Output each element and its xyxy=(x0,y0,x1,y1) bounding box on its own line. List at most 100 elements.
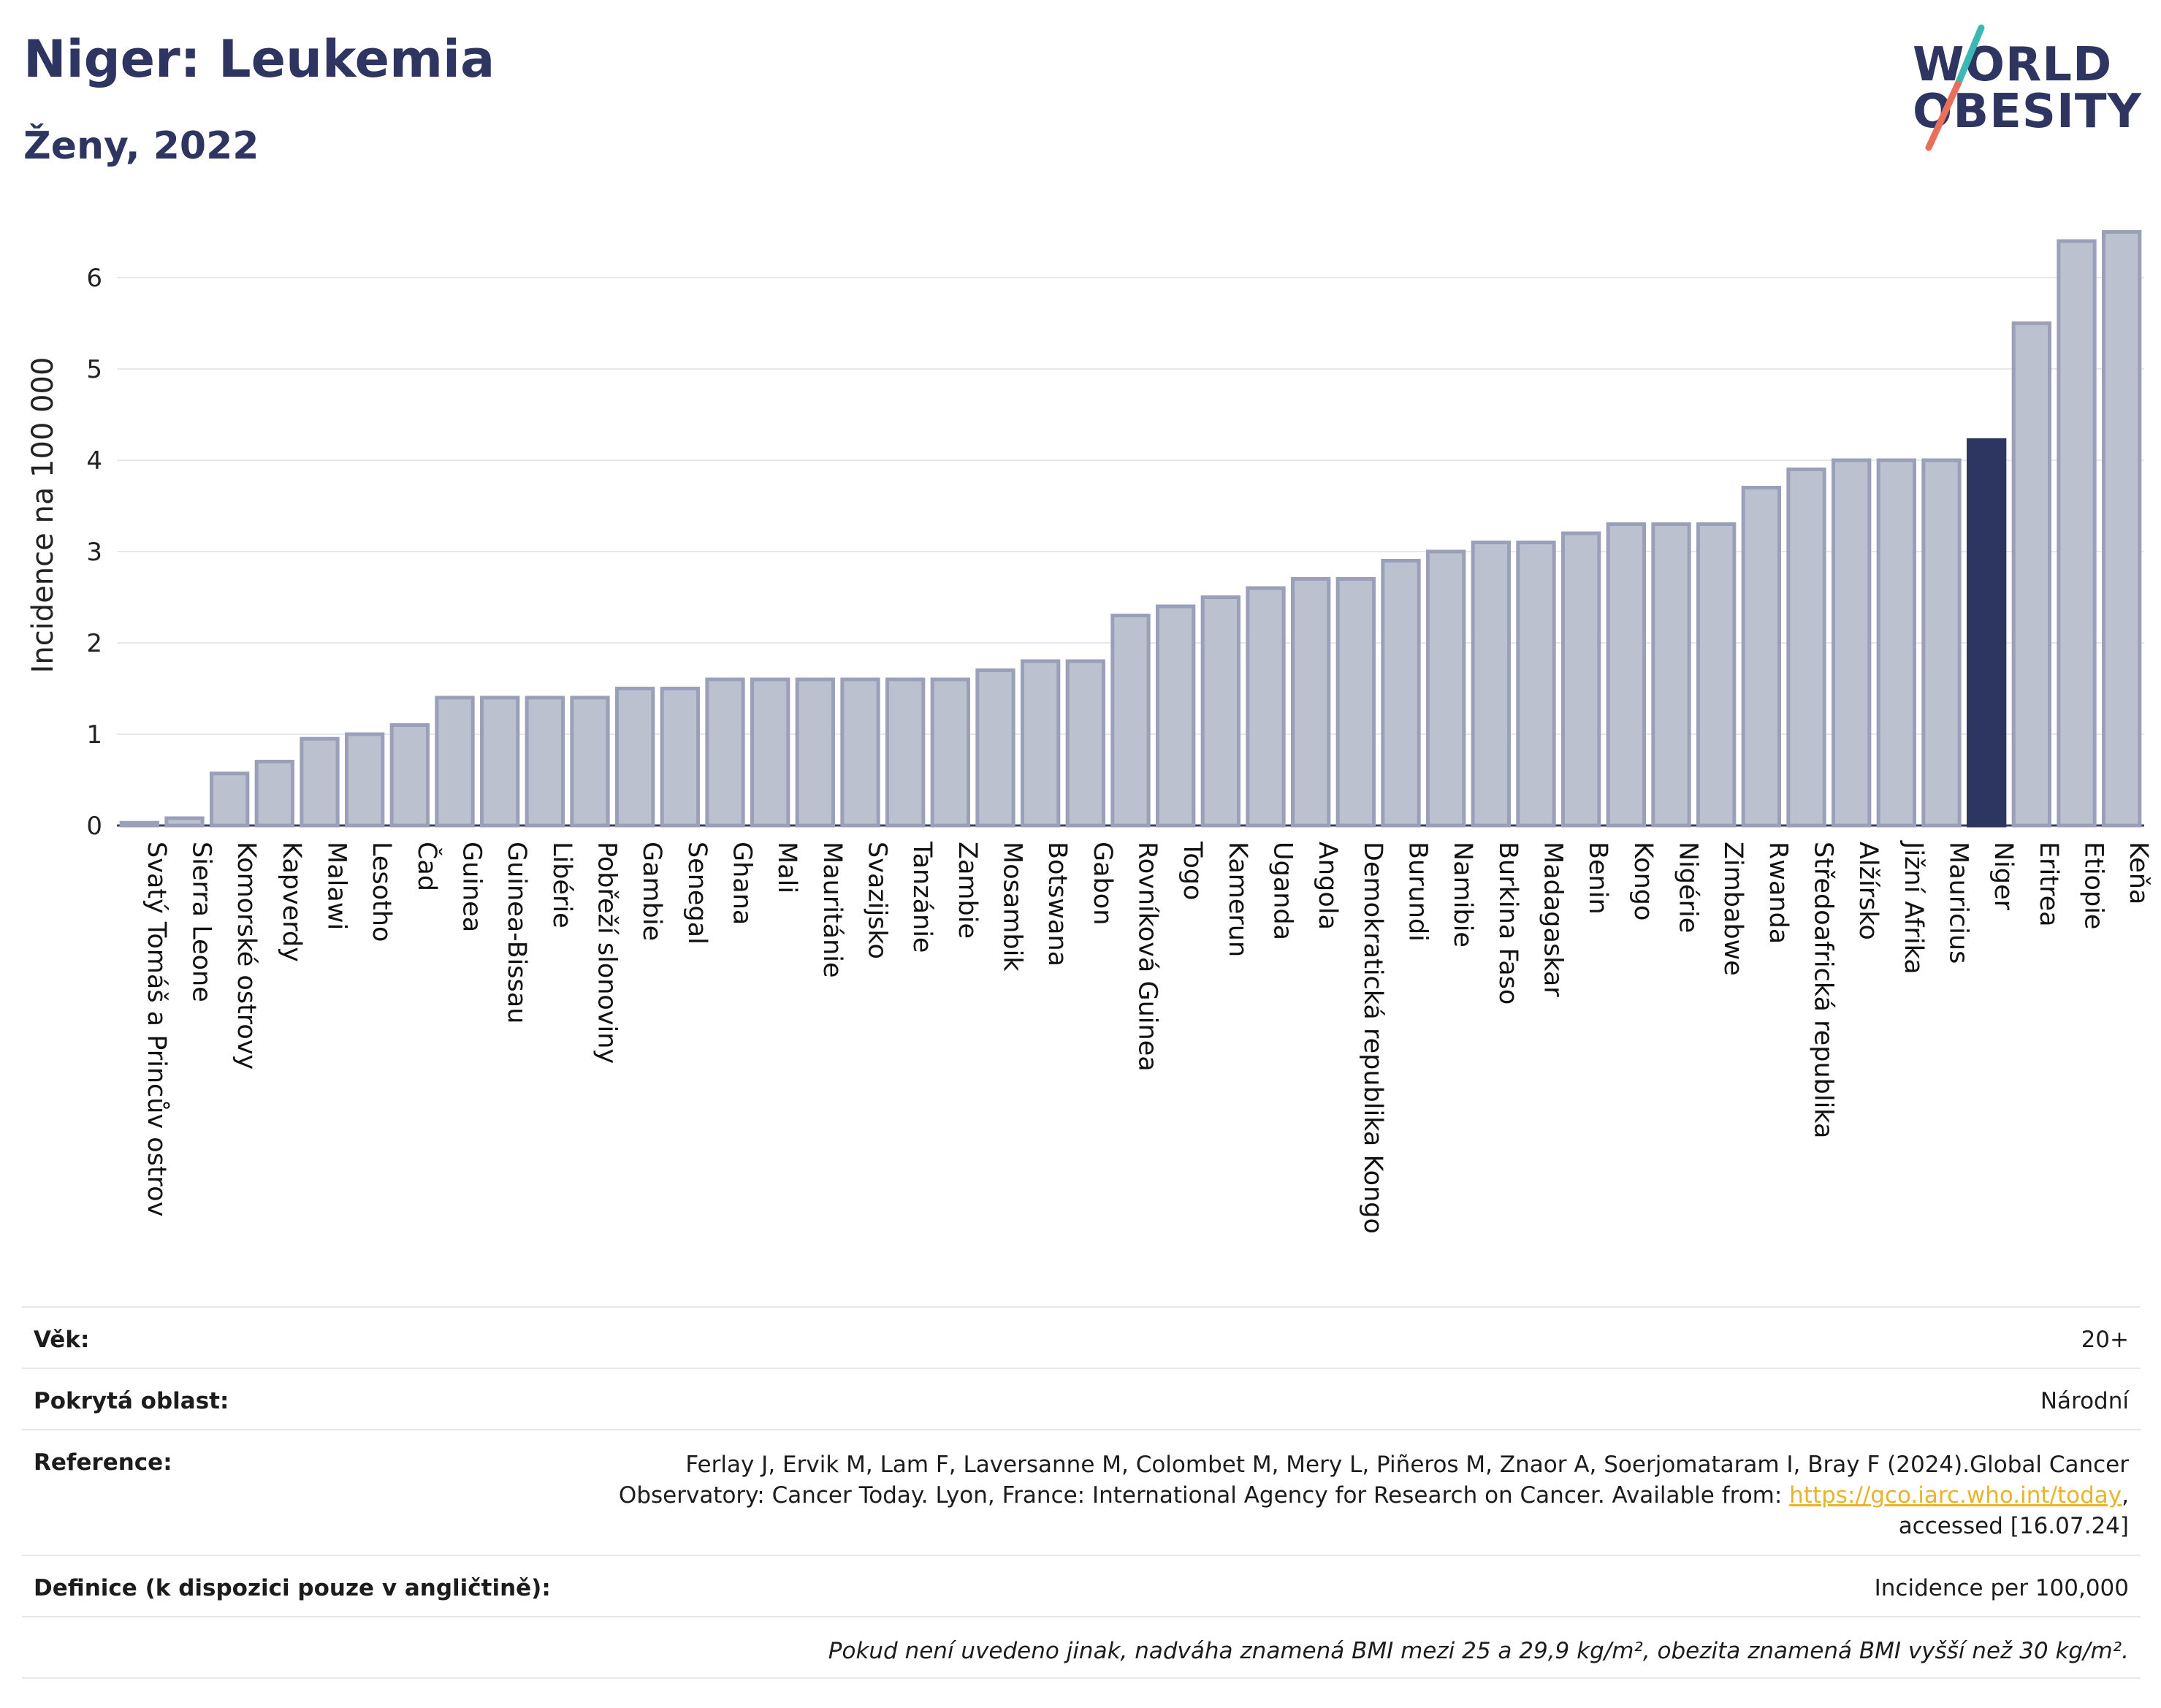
x-tick-label: Kamerun xyxy=(1223,842,1252,957)
bar xyxy=(1426,549,1466,828)
reference-line-2-suffix: , xyxy=(2122,1482,2129,1509)
bar xyxy=(389,723,430,828)
reference-link[interactable]: https://gco.iarc.who.int/today xyxy=(1789,1482,2122,1509)
x-tick-label: Burkina Faso xyxy=(1493,842,1522,1004)
y-tick-label: 0 xyxy=(86,812,102,841)
page-title: Niger: Leukemia xyxy=(23,29,495,89)
reference-line-3: accessed [16.07.24] xyxy=(1898,1513,2129,1539)
bar xyxy=(570,695,610,828)
x-tick-label: Čad xyxy=(412,842,443,891)
x-tick-label: Mauritánie xyxy=(817,842,847,978)
x-tick-label: Rovníková Guinea xyxy=(1133,842,1162,1072)
x-tick-label: Komorské ostrovy xyxy=(232,842,261,1070)
x-tick-label: Demokratická republika Kongo xyxy=(1358,842,1387,1234)
bar xyxy=(885,677,926,828)
bar xyxy=(1156,604,1196,828)
bar xyxy=(254,760,294,828)
bar xyxy=(2102,230,2142,828)
x-tick-label: Angola xyxy=(1313,842,1342,930)
bar xyxy=(1561,531,1601,828)
bar xyxy=(795,677,835,828)
meta-row-age: Věk: 20+ xyxy=(22,1306,2141,1368)
x-tick-label: Ghana xyxy=(728,842,757,925)
meta-row-coverage: Pokrytá oblast: Národní xyxy=(22,1368,2141,1429)
x-tick-label: Mauricius xyxy=(1944,842,1973,964)
x-tick-label: Libérie xyxy=(547,842,576,929)
x-tick-label: Svazijsko xyxy=(863,842,892,959)
bar xyxy=(1832,458,1872,828)
metadata-table: Věk: 20+ Pokrytá oblast: Národní Referen… xyxy=(22,1306,2141,1679)
bars xyxy=(119,230,2142,828)
x-tick-label: Burundi xyxy=(1403,842,1433,942)
x-tick-label: Benin xyxy=(1583,842,1612,915)
y-tick-label: 6 xyxy=(86,264,102,293)
bar xyxy=(210,771,250,828)
x-tick-label: Pobřeží slonoviny xyxy=(592,842,622,1064)
bar-chart: Svatý Tomáš a Princův ostrov Sierra Leone… xyxy=(26,230,2153,1234)
bar xyxy=(525,695,565,828)
x-tick-label: Sierra Leone xyxy=(187,842,216,1002)
bar xyxy=(1876,458,1917,828)
bar xyxy=(1786,468,1826,828)
bar xyxy=(1246,586,1286,828)
meta-row-definition: Definice (k dispozici pouze v angličtině… xyxy=(22,1555,2141,1616)
reference-line-2-text: Observatory: Cancer Today. Lyon, France:… xyxy=(618,1482,1790,1509)
coverage-label: Pokrytá oblast: xyxy=(34,1388,229,1414)
bar xyxy=(705,677,745,828)
bar xyxy=(660,687,701,828)
bar xyxy=(1200,595,1240,828)
bar-highlight xyxy=(1967,438,2007,828)
reference-line-1: Ferlay J, Ervik M, Lam F, Laversanne M, … xyxy=(685,1452,2129,1478)
x-tick-label: Tanzánie xyxy=(907,841,937,953)
x-tick-label: Středoafrická republika xyxy=(1809,842,1838,1138)
bar xyxy=(1651,522,1691,828)
meta-row-note: Pokud není uvedeno jinak, nadváha znamen… xyxy=(22,1616,2141,1679)
x-tick-label: Rwanda xyxy=(1764,842,1793,944)
x-tick-label: Togo xyxy=(1178,841,1207,900)
bar xyxy=(480,695,520,828)
x-tick-label: Niger xyxy=(1989,842,2018,911)
x-tick-label: Nigérie xyxy=(1674,842,1703,933)
bar xyxy=(1065,659,1105,828)
x-tick-label: Alžírsko xyxy=(1853,842,1883,940)
bar xyxy=(1335,577,1376,828)
x-tick-label: Mosambik xyxy=(998,842,1027,972)
bar xyxy=(1381,559,1421,828)
y-tick-label: 4 xyxy=(86,446,102,476)
bar xyxy=(1021,659,1061,828)
page-subtitle: Ženy, 2022 xyxy=(23,124,259,168)
x-tick-label: Jižní Afrika xyxy=(1899,840,1928,975)
x-tick-label: Zambie xyxy=(953,842,982,939)
y-axis-label: Incidence na 100 000 xyxy=(26,357,60,674)
x-tick-label: Gambie xyxy=(637,842,666,941)
y-tick-label: 2 xyxy=(86,629,102,658)
bar xyxy=(1471,541,1511,828)
x-tick-label: Etiopie xyxy=(2079,842,2108,929)
x-axis-labels: Svatý Tomáš a Princův ostrov Sierra Leone… xyxy=(142,840,2153,1234)
bar xyxy=(975,668,1015,828)
x-tick-label: Kapverdy xyxy=(277,842,306,962)
world-obesity-logo: WORLD OBESITY xyxy=(1899,22,2148,161)
age-value: 20+ xyxy=(2081,1327,2129,1353)
bar xyxy=(1516,541,1556,828)
bar xyxy=(1741,486,1782,828)
bar xyxy=(2011,321,2052,828)
y-axis-ticks: 0 1 2 3 4 5 6 xyxy=(86,264,102,841)
logo-text-world: WORLD xyxy=(1913,38,2113,92)
x-tick-label: Namibie xyxy=(1448,842,1477,948)
y-tick-label: 1 xyxy=(86,720,102,750)
x-tick-label: Lesotho xyxy=(367,842,396,942)
x-tick-label: Malawi xyxy=(322,842,351,930)
bar xyxy=(1291,577,1331,828)
reference-line-2: Observatory: Cancer Today. Lyon, France:… xyxy=(619,1480,2129,1511)
bar xyxy=(1921,458,1962,828)
logo-slash-icon xyxy=(1925,24,1985,151)
bar xyxy=(2057,239,2097,828)
x-tick-label: Zimbabwe xyxy=(1718,842,1748,976)
y-tick-label: 3 xyxy=(86,538,102,567)
reference-label: Reference: xyxy=(34,1449,172,1476)
x-tick-label: Svatý Tomáš a Princův ostrov xyxy=(142,842,171,1216)
bar xyxy=(435,695,475,828)
x-tick-label: Senegal xyxy=(682,842,712,945)
bar xyxy=(1606,522,1647,828)
